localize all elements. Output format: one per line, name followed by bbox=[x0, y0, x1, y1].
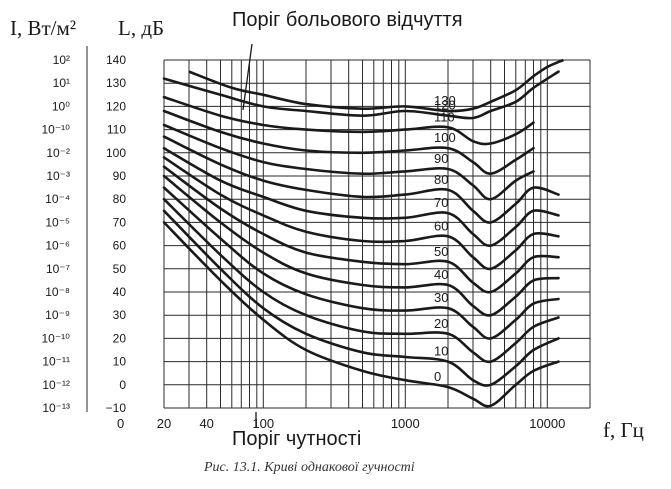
y-tick-label-I: 10⁻¹⁰ bbox=[42, 123, 71, 137]
y-tick-label-I: 10⁰ bbox=[52, 99, 70, 113]
series-line-100 bbox=[162, 109, 535, 175]
curve-label-10: 10 bbox=[434, 344, 448, 359]
y-tick-label-L: 40 bbox=[113, 285, 127, 299]
y-tick-label-L: 120 bbox=[106, 99, 126, 113]
x-axis-title: f, Гц bbox=[603, 418, 644, 442]
y-tick-label-I: 10⁻⁹ bbox=[45, 308, 70, 322]
curve-label-70: 70 bbox=[434, 195, 448, 210]
y-tick-label-I: 10⁻¹⁰ bbox=[42, 331, 71, 345]
curve-label-30: 30 bbox=[434, 290, 448, 305]
series-line-20 bbox=[162, 197, 560, 364]
x-tick-label: 10000 bbox=[529, 416, 565, 431]
series-line-10 bbox=[162, 209, 560, 387]
y-tick-label-I: 10⁻⁴ bbox=[45, 192, 70, 206]
figure-caption: Рис. 13.1. Криві однакової гучності bbox=[203, 460, 415, 475]
hearing-threshold-label: Поріг чутності bbox=[232, 428, 361, 450]
curve-label-50: 50 bbox=[434, 244, 448, 259]
y-tick-label-L: 80 bbox=[113, 192, 127, 206]
y-tick-label-L: 140 bbox=[106, 53, 126, 67]
x-tick-label: 1000 bbox=[391, 416, 420, 431]
series-line-40 bbox=[162, 174, 560, 317]
curve-label-110: 110 bbox=[434, 109, 455, 124]
y-tick-label-I: 10⁻² bbox=[46, 146, 70, 160]
series-line-30 bbox=[162, 186, 560, 340]
y-tick-label-L: 130 bbox=[106, 76, 126, 90]
y-tick-label-I: 10¹ bbox=[53, 76, 70, 90]
curve-label-40: 40 bbox=[434, 267, 448, 282]
y-tick-label-I: 10⁻¹³ bbox=[42, 401, 70, 415]
y-tick-label-L: 20 bbox=[113, 331, 127, 345]
curve-label-90: 90 bbox=[434, 151, 448, 166]
y-tick-label-I: 10⁻¹² bbox=[42, 378, 70, 392]
curve-label-100: 100 bbox=[434, 130, 456, 145]
series-line-110 bbox=[162, 95, 535, 146]
y-tick-label-I: 10² bbox=[53, 53, 70, 67]
y-tick-label-L: −10 bbox=[106, 401, 127, 415]
y-right-axis-title: L, дБ bbox=[118, 16, 164, 40]
series-line-60 bbox=[162, 156, 560, 271]
y-tick-label-I: 10⁻⁷ bbox=[46, 262, 70, 276]
series-line-70 bbox=[162, 146, 560, 247]
y-tick-label-L: 70 bbox=[113, 215, 127, 229]
curves bbox=[162, 58, 564, 408]
labels: 1401301201101009080706050403020100−1010²… bbox=[42, 53, 566, 431]
pain-threshold-leader bbox=[242, 43, 253, 111]
y-tick-label-I: 10⁻⁸ bbox=[45, 285, 70, 299]
y-tick-label-I: 10⁻⁵ bbox=[45, 215, 70, 229]
series-line-120 bbox=[162, 70, 560, 120]
x-tick-label: 20 bbox=[157, 416, 171, 431]
y-tick-label-I: 10⁻³ bbox=[46, 169, 70, 183]
y-tick-label-L: 100 bbox=[106, 146, 126, 160]
y-tick-label-L: 0 bbox=[119, 378, 126, 392]
curve-label-20: 20 bbox=[434, 316, 448, 331]
y-left-axis-title: I, Вт/м² bbox=[10, 16, 76, 40]
x-tick-label: 100 bbox=[252, 416, 274, 431]
y-tick-label-I: 10⁻¹¹ bbox=[42, 355, 70, 369]
curve-label-0: 0 bbox=[434, 369, 441, 384]
y-tick-label-L: 50 bbox=[113, 262, 127, 276]
curve-label-130: 130 bbox=[434, 93, 456, 108]
series-line-90 bbox=[162, 123, 535, 201]
series-line-0 bbox=[162, 221, 560, 408]
series-line-50 bbox=[162, 165, 560, 294]
y-tick-label-L: 30 bbox=[113, 308, 127, 322]
pain-threshold-label: Поріг больового відчуття bbox=[232, 9, 463, 31]
y-tick-label-L: 10 bbox=[113, 355, 127, 369]
y-tick-label-I: 10⁻⁶ bbox=[45, 239, 70, 253]
curve-label-80: 80 bbox=[434, 172, 448, 187]
series-line-130 bbox=[188, 58, 564, 113]
y-tick-label-L: 60 bbox=[113, 239, 127, 253]
x-origin-label: 0 bbox=[117, 416, 124, 431]
y-tick-label-L: 90 bbox=[113, 169, 127, 183]
y-tick-label-L: 110 bbox=[107, 123, 126, 137]
curve-label-60: 60 bbox=[434, 218, 448, 233]
curve-label-120: 120 bbox=[434, 98, 456, 113]
series-line-80 bbox=[162, 135, 560, 224]
x-tick-label: 40 bbox=[199, 416, 213, 431]
